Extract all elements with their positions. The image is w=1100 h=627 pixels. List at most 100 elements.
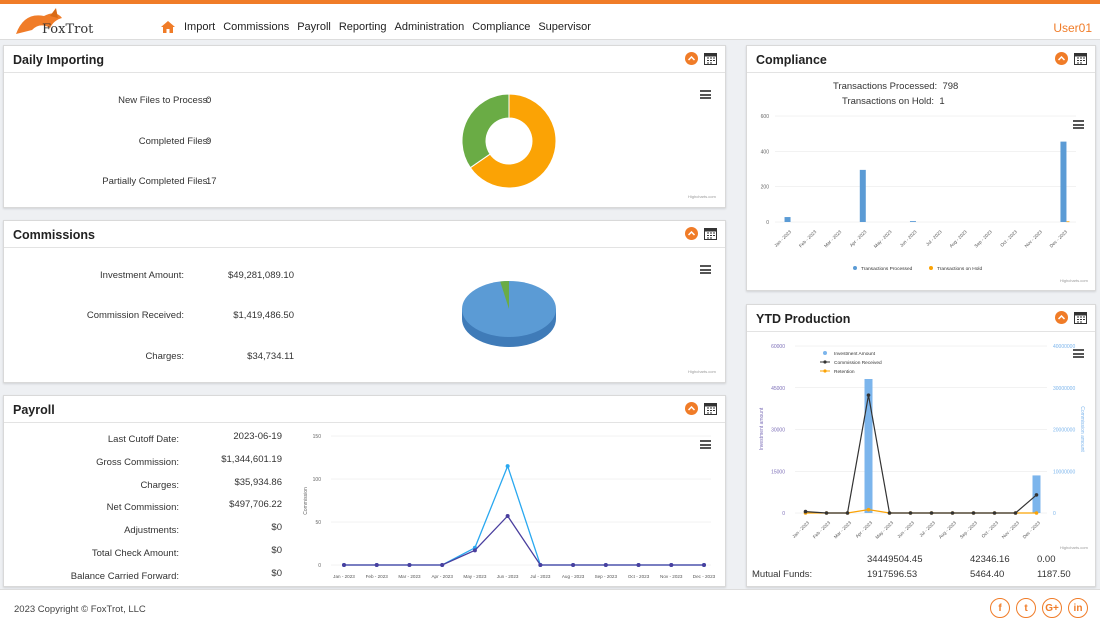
series-line-gross [344, 464, 704, 566]
data-point [702, 563, 706, 567]
payroll-line-chart: 150 100 50 0 Commission Jan - 2023 Feb - 2023 M… [303, 434, 716, 579]
charges-value: $34,734.11 [247, 351, 294, 362]
social-links: f t G+ in [990, 598, 1088, 618]
data-point [845, 511, 850, 515]
x-tick-label: May - 2023 [463, 574, 486, 579]
data-point [636, 563, 641, 567]
ytd-row-commission: 42346.16 [970, 554, 1010, 565]
facebook-icon[interactable]: f [990, 598, 1010, 618]
nav-item-commissions[interactable]: Commissions [223, 21, 290, 33]
twitter-icon[interactable]: t [1016, 598, 1036, 618]
payroll-row-label: Charges: [140, 479, 179, 491]
x-tick-label: May - 2023 [873, 229, 893, 249]
x-tick-label: Mar - 2023 [823, 229, 843, 249]
chart-credit[interactable]: Highcharts.com [688, 194, 716, 199]
nav-item-administration[interactable]: Administration [394, 21, 465, 33]
bar-on-hold [1066, 221, 1070, 223]
payroll-row-label: Balance Carried Forward: [70, 570, 179, 582]
data-point [803, 509, 808, 514]
collapse-toggle-icon[interactable] [685, 52, 698, 65]
charges-label: Charges: [145, 351, 184, 362]
calendar-icon[interactable] [1074, 311, 1087, 324]
nav-item-supervisor[interactable]: Supervisor [538, 21, 591, 33]
calendar-icon[interactable] [704, 402, 717, 415]
ytd-row-investment: 34449504.45 [867, 554, 923, 565]
chart-credit[interactable]: Highcharts.com [1060, 545, 1088, 550]
panel-header: Commissions [4, 221, 725, 248]
data-point [440, 563, 445, 567]
linkedin-icon[interactable]: in [1068, 598, 1088, 618]
collapse-toggle-icon[interactable] [685, 402, 698, 415]
x-tick-label: Jan - 2023 [791, 520, 810, 539]
completed-files-value: 9 [206, 136, 212, 147]
payroll-row-value: $35,934.86 [234, 476, 282, 488]
y2-tick-label: 10000000 [1053, 469, 1075, 475]
legend-marker [929, 266, 933, 270]
chart-credit[interactable]: Highcharts.com [688, 369, 716, 374]
collapse-toggle-icon[interactable] [685, 227, 698, 240]
data-point [571, 563, 576, 567]
ytd-row-retention: 1187.50 [1037, 569, 1071, 580]
data-point [1034, 511, 1039, 515]
panel-header: Payroll [4, 396, 725, 423]
chart-menu-icon[interactable] [700, 265, 711, 274]
legend-label: Transactions Processed [861, 266, 913, 272]
data-point [669, 563, 674, 567]
x-tick-label: Sep - 2023 [973, 229, 993, 249]
x-tick-label: Sep - 2023 [595, 574, 618, 579]
y-tick-label: 0 [766, 220, 769, 226]
completed-files-label: Completed Files: [138, 136, 210, 147]
y-tick-label: 0 [782, 511, 785, 517]
calendar-icon[interactable] [704, 52, 717, 65]
data-point [887, 511, 892, 515]
x-tick-label: Dec - 2023 [693, 574, 716, 579]
collapse-toggle-icon[interactable] [1055, 311, 1068, 324]
calendar-icon[interactable] [1074, 52, 1087, 65]
x-tick-label: Jul - 2023 [918, 520, 936, 538]
chart-menu-icon[interactable] [700, 440, 711, 449]
user-menu[interactable]: User01 [1053, 21, 1092, 35]
x-tick-label: Nov - 2023 [1024, 229, 1044, 249]
nav-item-compliance[interactable]: Compliance [472, 21, 531, 33]
chart-menu-icon[interactable] [1073, 349, 1084, 358]
collapse-toggle-icon[interactable] [1055, 52, 1068, 65]
y-tick-label: 15000 [771, 469, 785, 475]
payroll-row-label: Total Check Amount: [91, 548, 179, 559]
foxtrot-logo[interactable] [10, 6, 100, 40]
panel-header: Compliance [747, 46, 1095, 73]
x-tick-label: Oct - 2023 [628, 574, 650, 579]
payroll-row-label: Last Cutoff Date: [107, 434, 179, 445]
new-files-label: New Files to Process: [118, 95, 210, 106]
ytd-production-chart: 60000 45000 30000 15000 0 40000000 30000000 200… [759, 344, 1085, 540]
home-icon[interactable] [160, 20, 176, 34]
logo-text: FoxTrot [42, 22, 94, 37]
y-tick-label: 150 [313, 434, 322, 440]
x-tick-label: May - 2023 [874, 520, 894, 540]
data-point [866, 507, 871, 512]
pie-slice-commission-received [500, 281, 509, 309]
x-tick-label: Jul - 2023 [925, 229, 943, 247]
payroll-row-label: Gross Commission: [96, 456, 179, 468]
donut-slice-completed-files [461, 93, 510, 169]
calendar-icon[interactable] [704, 227, 717, 240]
nav-item-import[interactable]: Import [184, 21, 216, 33]
chart-menu-icon[interactable] [1073, 120, 1084, 129]
chart-credit[interactable]: Highcharts.com [1060, 278, 1088, 283]
x-tick-label: Jun - 2023 [896, 520, 915, 539]
data-point [505, 513, 510, 518]
nav-item-reporting[interactable]: Reporting [338, 21, 387, 33]
bar-processed [784, 217, 791, 222]
nav-item-payroll[interactable]: Payroll [297, 21, 331, 33]
legend-marker [823, 360, 827, 364]
legend-marker [823, 369, 827, 373]
google-plus-icon[interactable]: G+ [1042, 598, 1062, 618]
bar-processed [1060, 141, 1067, 222]
chart-menu-icon[interactable] [700, 90, 711, 99]
data-point [866, 393, 871, 397]
donut-slice-partially-completed-files [469, 93, 557, 189]
payroll-row-value: $0 [271, 545, 282, 556]
payroll-row-value: $0 [271, 567, 282, 579]
compliance-bar-chart: 600 400 200 0 Jan - 2023 Feb - 2023 Mar - 2023… [761, 114, 1076, 272]
x-tick-label: Apr - 2023 [431, 574, 453, 579]
y-tick-label: 50 [315, 520, 321, 526]
